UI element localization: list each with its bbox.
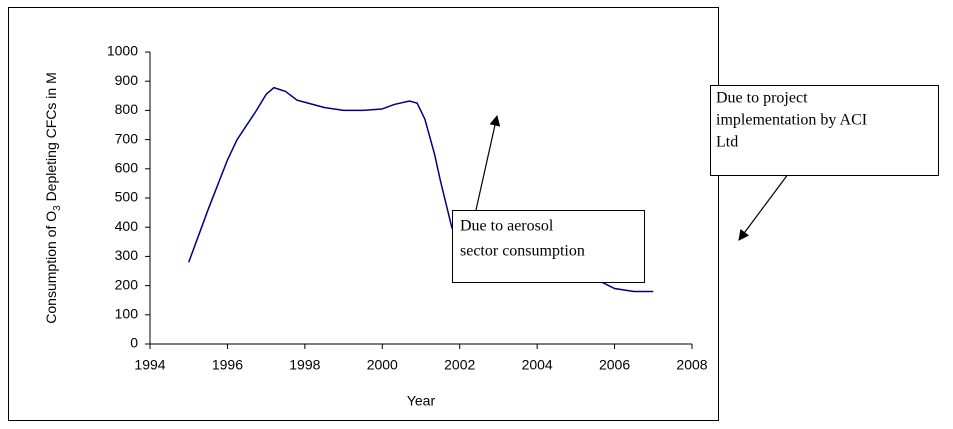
y-tick-label: 1000 [107,43,138,59]
y-tick-label: 900 [115,72,139,88]
y-tick-label: 400 [115,218,139,234]
x-tick-label: 2008 [676,357,707,373]
x-tick-label: 2006 [599,357,630,373]
y-label-part: Depleting CFCs in M [43,72,59,205]
y-tick-label: 100 [115,306,139,322]
annotation-text: implementation by ACI [716,112,867,129]
annotation-text: Ltd [716,134,738,151]
x-tick-label: 2002 [444,357,475,373]
x-axis-label: Year [407,393,436,409]
x-tick-label: 2000 [367,357,398,373]
x-tick-label: 2004 [522,357,553,373]
annotation-text: Due to project [716,90,808,107]
y-label-part: Consumption of O [43,211,59,324]
x-tick-label: 1998 [289,357,320,373]
y-tick-label: 600 [115,160,139,176]
annotation-text: Due to aerosol [460,218,554,235]
plot-area: 0 100 200 300 400 500 600 700 800 900 1000 1994 1996… [107,43,708,373]
annotation-text: sector consumption [460,243,585,260]
y-tick-label: 200 [115,276,139,292]
arrow [475,114,501,211]
y-tick-label: 500 [115,189,139,205]
y-tick-label: 800 [115,101,139,117]
x-tick-label: 1996 [212,357,243,373]
annotation-box [710,85,939,176]
annotation-box [452,210,645,283]
y-tick-label: 0 [130,335,138,351]
y-tick-label: 300 [115,247,139,263]
y-axis-label: Consumption of O3 Depleting CFCs in M [43,72,63,323]
y-label-subscript: 3 [52,205,63,211]
x-tick-label: 1994 [134,357,165,373]
y-tick-label: 700 [115,130,139,146]
